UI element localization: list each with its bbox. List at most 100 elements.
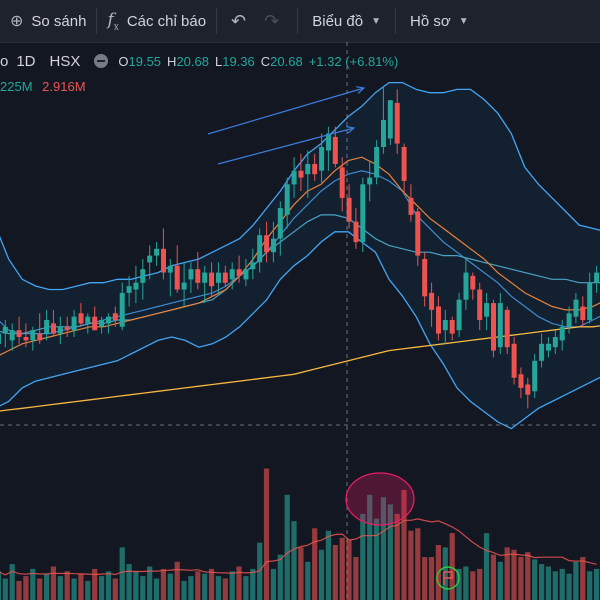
- volume-bar: [153, 578, 160, 600]
- candle-body: [518, 374, 524, 388]
- volume-bar: [415, 528, 421, 600]
- candle: [126, 275, 132, 307]
- candle: [305, 150, 311, 198]
- compare-button[interactable]: ⊕ So sánh: [0, 0, 96, 42]
- candle-body: [9, 330, 15, 341]
- candle: [580, 296, 586, 327]
- candle: [463, 259, 469, 310]
- candle: [9, 323, 15, 351]
- candle-body: [387, 100, 393, 139]
- candle: [250, 248, 256, 280]
- candle: [147, 245, 153, 280]
- candle: [559, 320, 565, 351]
- candle-body: [552, 337, 558, 348]
- candle-body: [119, 292, 125, 327]
- volume-bar: [428, 557, 435, 600]
- candle-body: [277, 208, 283, 239]
- volume-bar: [497, 561, 503, 600]
- volume-bar: [208, 568, 215, 600]
- candle: [30, 326, 36, 351]
- volume-bar: [305, 561, 311, 600]
- candle-body: [85, 316, 91, 324]
- volume-bar: [250, 568, 256, 600]
- volume-bar: [44, 573, 50, 600]
- candle-body: [229, 269, 235, 280]
- candle: [51, 309, 56, 337]
- volume-bar: [37, 578, 43, 600]
- candle: [181, 262, 187, 307]
- volume-bar: [511, 549, 517, 600]
- candle-body: [573, 299, 579, 317]
- toolbar-divider: [96, 8, 98, 34]
- volume-bar: [140, 576, 146, 600]
- candle-body: [580, 306, 586, 321]
- arrow-shaft: [217, 127, 355, 165]
- candle: [511, 337, 517, 385]
- change-value: +1.32 (+6.81%): [308, 53, 399, 69]
- candle: [140, 259, 146, 300]
- candle: [174, 245, 180, 293]
- candle-body: [126, 286, 132, 293]
- candle: [408, 184, 414, 222]
- candle-body: [209, 272, 215, 287]
- candle: [0, 333, 1, 344]
- symbol-name[interactable]: o: [0, 52, 9, 70]
- candle-body: [99, 320, 105, 327]
- redo-icon[interactable]: ↷: [264, 10, 280, 31]
- volume-bar: [30, 568, 36, 600]
- candle-body: [298, 170, 304, 178]
- volume-bar: [78, 573, 84, 600]
- candle-body: [257, 235, 263, 263]
- candle: [284, 177, 290, 229]
- volume-legend: 225M 2.916M: [0, 79, 86, 94]
- volume-bar: [353, 557, 359, 600]
- candle-body: [16, 330, 22, 337]
- candle-body: [140, 269, 146, 283]
- indicators-button[interactable]: fx Các chỉ báo: [97, 0, 216, 42]
- price-chart[interactable]: [0, 42, 600, 600]
- candle-body: [78, 313, 84, 324]
- volume-bar: [312, 528, 318, 600]
- candle-body: [497, 303, 503, 348]
- volume-bar: [318, 549, 325, 600]
- volume-bar: [119, 547, 125, 600]
- volume-bar: [490, 554, 496, 600]
- candle: [374, 140, 380, 185]
- volume-bar: [2, 578, 8, 600]
- candle-body: [546, 343, 551, 351]
- candle: [518, 367, 524, 399]
- candle: [429, 282, 435, 327]
- candle-body: [504, 309, 510, 348]
- undo-icon[interactable]: ↶: [231, 10, 247, 31]
- status-dot-icon[interactable]: [94, 54, 109, 68]
- volume-bar: [552, 571, 558, 600]
- candle-body: [0, 333, 1, 344]
- profile-dropdown[interactable]: Hồ sơ ▼: [396, 0, 483, 42]
- volume-bar: [0, 571, 1, 600]
- candle-body: [23, 337, 29, 341]
- volume-bar: [270, 568, 276, 600]
- candle: [594, 265, 600, 293]
- volume-bar: [339, 537, 345, 600]
- volume-bar: [518, 557, 524, 600]
- volume-bar: [99, 576, 105, 600]
- chart-type-dropdown[interactable]: Biểu đồ ▼: [298, 0, 395, 42]
- candle: [532, 354, 538, 399]
- chevron-down-icon: ▼: [458, 15, 469, 27]
- candle-body: [37, 333, 43, 341]
- candle: [99, 316, 105, 334]
- candle: [85, 313, 91, 334]
- volume-bar: [105, 571, 111, 600]
- volume-bar: [222, 578, 228, 600]
- volume-bar: [325, 530, 331, 600]
- candle: [477, 282, 483, 331]
- interval-label[interactable]: 1D: [16, 52, 36, 70]
- candle: [161, 228, 166, 280]
- volume-bar: [263, 468, 270, 600]
- open-value: O19.55: [118, 53, 162, 69]
- candle: [112, 306, 118, 327]
- volume-bar: [367, 494, 373, 600]
- candle-body: [319, 147, 325, 171]
- candle-body: [367, 177, 373, 185]
- candle: [539, 333, 545, 368]
